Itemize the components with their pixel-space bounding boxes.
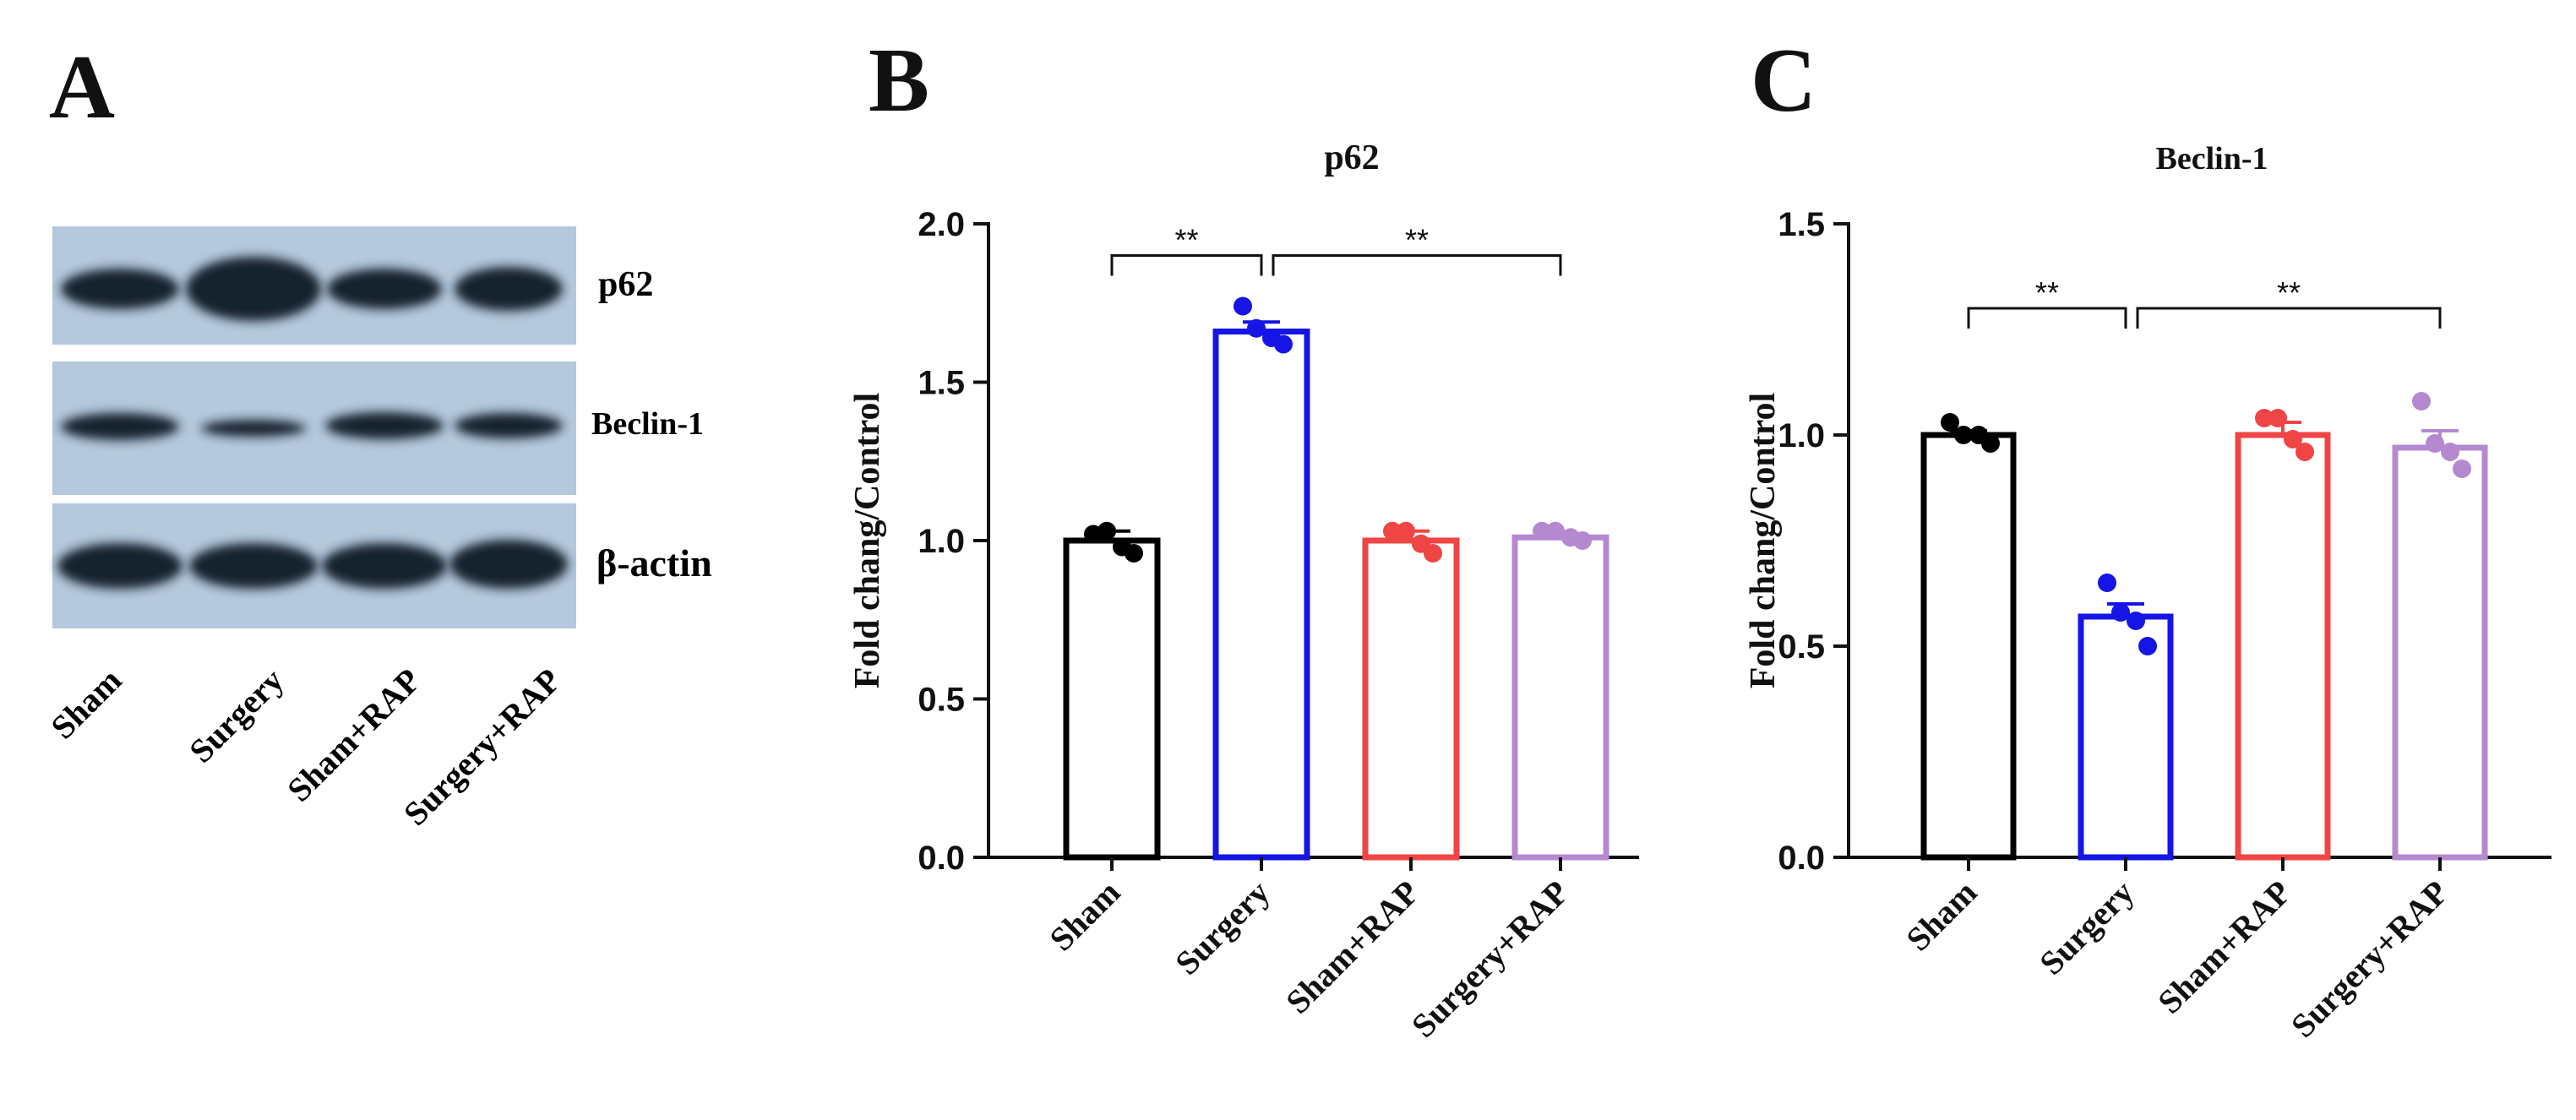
data-point — [2127, 612, 2145, 630]
band-beclin-sham-rap — [325, 412, 444, 439]
y-tick-label: 0.0 — [1778, 840, 1825, 877]
band-p62-sham-rap — [327, 269, 442, 309]
significance-label: ** — [1174, 223, 1198, 258]
bar — [1063, 537, 1161, 861]
band-actin-sham — [57, 543, 182, 589]
band-beclin-surgery — [201, 420, 306, 437]
data-point — [2255, 409, 2274, 427]
y-tick-label: 2.0 — [918, 206, 965, 243]
data-point — [1383, 521, 1402, 541]
bar — [1920, 432, 2017, 861]
data-point — [1533, 521, 1551, 541]
data-point — [1546, 521, 1565, 541]
data-point — [1234, 296, 1252, 316]
x-tick-label: Surgery — [2032, 873, 2141, 982]
chart-title: Beclin-1 — [2156, 141, 2268, 177]
blot-strip-actin — [52, 503, 576, 628]
data-point — [1125, 544, 1143, 563]
data-point — [1274, 334, 1293, 354]
data-point — [1097, 521, 1116, 541]
band-label-beclin: Beclin-1 — [591, 406, 704, 442]
y-axis-label: Fold chang/Control — [848, 393, 887, 688]
data-point — [1981, 434, 2000, 453]
data-point — [2441, 443, 2459, 461]
band-actin-sham-rap — [322, 543, 447, 589]
significance-bracket — [1272, 254, 1562, 276]
western-blot-panel: p62 Beclin-1 β-actin Sham Surgery Sham+R… — [43, 226, 712, 833]
band-actin-surgery — [189, 543, 318, 589]
x-tick-label: Surgery+RAP — [1404, 873, 1576, 1045]
significance-bracket — [1967, 307, 2127, 329]
band-p62-surgery-rap — [455, 267, 563, 311]
band-actin-surgery-rap — [449, 540, 568, 589]
panel-letter-b: B — [869, 30, 930, 131]
data-point — [2412, 392, 2431, 410]
significance-label: ** — [2035, 275, 2059, 310]
y-tick-label: 0.5 — [918, 682, 965, 719]
bar — [1511, 534, 1609, 861]
panel-letter-a: A — [49, 37, 115, 138]
bar — [2392, 444, 2488, 861]
data-point — [2098, 574, 2116, 592]
band-p62-sham — [61, 269, 179, 309]
x-tick-label: Sham — [1042, 873, 1127, 959]
significance-label: ** — [1405, 223, 1429, 258]
band-p62-surgery — [186, 257, 321, 321]
y-tick-label: 1.5 — [1778, 206, 1825, 243]
blot-strip-beclin — [52, 362, 576, 495]
y-tick-label: 0.5 — [1778, 628, 1825, 666]
data-point — [2426, 434, 2444, 453]
data-point — [2268, 409, 2287, 427]
data-point — [1247, 318, 1266, 338]
lane-label-sham: Sham — [43, 661, 128, 747]
lane-label-surgery: Surgery — [182, 661, 291, 770]
beclin-bar-chart: Beclin-1 Fold chang/Control 0.0 0.5 1.0 1.5 Sh… — [1744, 141, 2551, 1045]
band-beclin-sham — [61, 413, 179, 440]
x-tick-label: Surgery — [1168, 873, 1277, 982]
blot-strip-p62 — [52, 226, 576, 345]
data-point — [1424, 544, 1442, 563]
data-point — [2296, 443, 2314, 461]
x-tick-label: Sham+RAP — [2150, 873, 2298, 1021]
significance-bracket — [2136, 307, 2442, 329]
data-point — [2453, 459, 2471, 478]
y-tick-label: 1.5 — [918, 365, 965, 402]
data-point — [2111, 603, 2130, 622]
data-point — [2138, 637, 2157, 655]
p62-bar-chart: p62 Fold chang/Control 0.0 0.5 1.0 1.5 2.0 Sham… — [848, 139, 1639, 1045]
panel-letter-c: C — [1751, 30, 1816, 131]
y-axis-label: Fold chang/Control — [1744, 393, 1783, 688]
x-tick-label: Surgery+RAP — [2284, 873, 2455, 1045]
y-tick-label: 1.0 — [1778, 417, 1825, 454]
data-point — [1397, 521, 1415, 541]
band-beclin-surgery-rap — [455, 413, 563, 438]
bar — [1212, 329, 1310, 861]
bar — [2235, 432, 2331, 861]
band-label-actin: β-actin — [596, 541, 712, 584]
data-point — [1954, 426, 1973, 444]
band-label-p62: p62 — [598, 265, 653, 304]
bar — [1362, 537, 1460, 861]
y-tick-label: 1.0 — [918, 523, 965, 560]
significance-label: ** — [2277, 275, 2301, 310]
chart-title: p62 — [1324, 139, 1379, 177]
bar — [2078, 613, 2174, 861]
lane-label-sham-rap: Sham+RAP — [280, 661, 428, 809]
x-tick-label: Sham — [1898, 873, 1984, 959]
x-tick-label: Sham+RAP — [1278, 873, 1426, 1021]
y-tick-label: 0.0 — [918, 840, 965, 877]
data-point — [1941, 413, 1959, 432]
data-point — [2284, 430, 2302, 449]
significance-bracket — [1110, 254, 1263, 276]
data-point — [1573, 531, 1592, 550]
